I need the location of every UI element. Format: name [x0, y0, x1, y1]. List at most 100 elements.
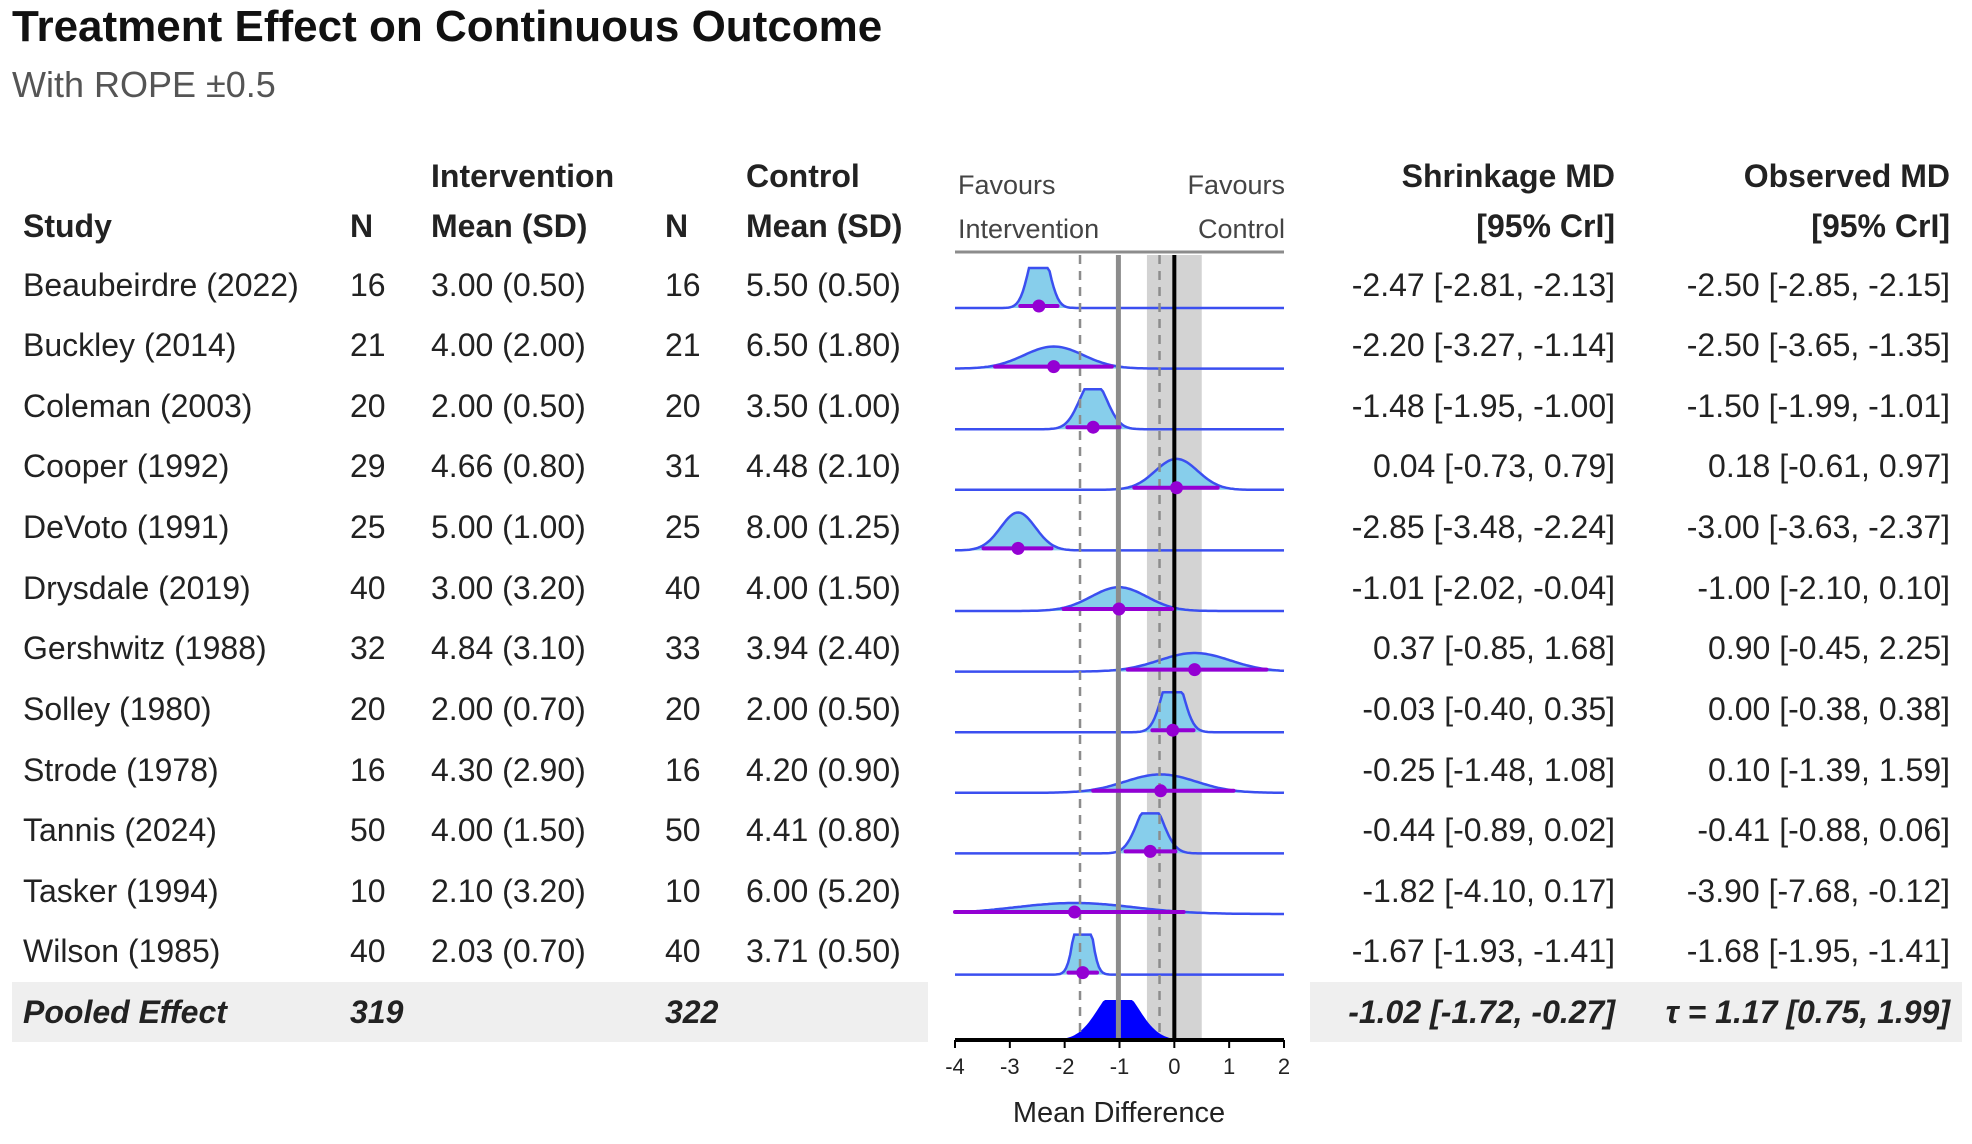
- n-control: 40: [665, 933, 701, 969]
- shrinkage-md: -0.44 [-0.89, 0.02]: [1362, 812, 1615, 848]
- shrinkage-md: 0.04 [-0.73, 0.79]: [1373, 448, 1615, 484]
- study-name: Buckley (2014): [23, 327, 237, 363]
- shrinkage-md: -0.25 [-1.48, 1.08]: [1362, 752, 1615, 788]
- n-intervention: 32: [350, 630, 386, 666]
- n-intervention: 10: [350, 873, 386, 909]
- n-control: 40: [665, 570, 701, 606]
- n-control: 50: [665, 812, 701, 848]
- observed-md: -2.50 [-2.85, -2.15]: [1686, 267, 1950, 303]
- study-name: Coleman (2003): [23, 388, 253, 424]
- pooled-band-right: [1310, 982, 1962, 1042]
- control-mean-sd: 4.20 (0.90): [746, 752, 901, 788]
- n-intervention: 40: [350, 570, 386, 606]
- observed-md: -0.41 [-0.88, 0.06]: [1697, 812, 1950, 848]
- study-point-estimate: [1032, 299, 1046, 313]
- shrinkage-md: -0.03 [-0.40, 0.35]: [1362, 691, 1615, 727]
- pooled-label: Pooled Effect: [23, 994, 227, 1030]
- control-mean-sd: 3.94 (2.40): [746, 630, 901, 666]
- header-observed-ci: [95% CrI]: [1811, 208, 1950, 244]
- study-point-estimate: [1068, 905, 1082, 919]
- n-intervention: 16: [350, 267, 386, 303]
- n-control: 16: [665, 752, 701, 788]
- n-intervention: 16: [350, 752, 386, 788]
- n-intervention: 50: [350, 812, 386, 848]
- intervention-mean-sd: 2.00 (0.70): [431, 691, 586, 727]
- x-axis-tick-label: -3: [1000, 1054, 1020, 1079]
- pooled-tau: τ = 1.17 [0.75, 1.99]: [1665, 994, 1950, 1030]
- observed-md: -2.50 [-3.65, -1.35]: [1686, 327, 1950, 363]
- control-mean-sd: 2.00 (0.50): [746, 691, 901, 727]
- x-axis-tick-label: 1: [1223, 1054, 1235, 1079]
- shrinkage-md: -1.48 [-1.95, -1.00]: [1351, 388, 1615, 424]
- header-intervention: Intervention: [431, 158, 615, 194]
- favours-control-label-2: Control: [1197, 214, 1285, 244]
- pooled-band-left: [12, 982, 928, 1042]
- observed-md: 0.10 [-1.39, 1.59]: [1708, 752, 1950, 788]
- control-mean-sd: 6.50 (1.80): [746, 327, 901, 363]
- x-axis-tick-label: -1: [1110, 1054, 1130, 1079]
- study-name: Strode (1978): [23, 752, 219, 788]
- shrinkage-md: -1.82 [-4.10, 0.17]: [1362, 873, 1615, 909]
- study-name: Cooper (1992): [23, 448, 230, 484]
- n-intervention: 21: [350, 327, 386, 363]
- observed-md: 0.00 [-0.38, 0.38]: [1708, 691, 1950, 727]
- x-axis-tick-label: 2: [1278, 1054, 1290, 1079]
- shrinkage-md: -2.47 [-2.81, -2.13]: [1351, 267, 1615, 303]
- control-mean-sd: 3.71 (0.50): [746, 933, 901, 969]
- chart-subtitle: With ROPE ±0.5: [12, 64, 276, 105]
- chart-title: Treatment Effect on Continuous Outcome: [12, 2, 883, 51]
- x-axis-tick-label: -4: [945, 1054, 965, 1079]
- favours-intervention-label-1: Favours: [958, 170, 1056, 200]
- control-mean-sd: 3.50 (1.00): [746, 388, 901, 424]
- study-point-estimate: [1047, 360, 1061, 374]
- study-density-fill: [955, 346, 1284, 369]
- shrinkage-md: 0.37 [-0.85, 1.68]: [1373, 630, 1615, 666]
- study-point-estimate: [1166, 723, 1180, 737]
- study-density-fill: [955, 512, 1284, 551]
- n-control: 21: [665, 327, 701, 363]
- n-control: 20: [665, 691, 701, 727]
- study-point-estimate: [1188, 663, 1202, 677]
- intervention-mean-sd: 4.66 (0.80): [431, 448, 586, 484]
- study-name: Tasker (1994): [23, 873, 219, 909]
- x-axis-tick-label: 0: [1168, 1054, 1180, 1079]
- favours-control-label-1: Favours: [1187, 170, 1285, 200]
- control-mean-sd: 4.00 (1.50): [746, 570, 901, 606]
- control-mean-sd: 6.00 (5.20): [746, 873, 901, 909]
- study-name: Wilson (1985): [23, 933, 221, 969]
- x-axis-tick-label: -2: [1055, 1054, 1075, 1079]
- study-point-estimate: [1076, 966, 1090, 980]
- n-control: 25: [665, 509, 701, 545]
- control-mean-sd: 5.50 (0.50): [746, 267, 901, 303]
- study-name: Tannis (2024): [23, 812, 217, 848]
- observed-md: -1.68 [-1.95, -1.41]: [1686, 933, 1950, 969]
- intervention-mean-sd: 4.84 (3.10): [431, 630, 586, 666]
- observed-md: 0.18 [-0.61, 0.97]: [1708, 448, 1950, 484]
- intervention-mean-sd: 2.00 (0.50): [431, 388, 586, 424]
- n-control: 16: [665, 267, 701, 303]
- study-name: DeVoto (1991): [23, 509, 230, 545]
- observed-md: -1.50 [-1.99, -1.01]: [1686, 388, 1950, 424]
- intervention-mean-sd: 4.00 (1.50): [431, 812, 586, 848]
- shrinkage-md: -2.85 [-3.48, -2.24]: [1351, 509, 1615, 545]
- header-study: Study: [23, 208, 112, 244]
- control-mean-sd: 4.48 (2.10): [746, 448, 901, 484]
- n-intervention: 20: [350, 691, 386, 727]
- n-intervention: 29: [350, 448, 386, 484]
- x-axis-label: Mean Difference: [1013, 1097, 1225, 1129]
- n-intervention: 40: [350, 933, 386, 969]
- study-intervals: [953, 299, 1269, 980]
- n-control: 20: [665, 388, 701, 424]
- header-control-mean: Mean (SD): [746, 208, 903, 244]
- intervention-mean-sd: 2.03 (0.70): [431, 933, 586, 969]
- study-name: Solley (1980): [23, 691, 212, 727]
- study-name: Beaubeirdre (2022): [23, 267, 299, 303]
- intervention-mean-sd: 4.00 (2.00): [431, 327, 586, 363]
- n-intervention: 20: [350, 388, 386, 424]
- observed-md: -1.00 [-2.10, 0.10]: [1697, 570, 1950, 606]
- n-control: 31: [665, 448, 701, 484]
- intervention-mean-sd: 3.00 (0.50): [431, 267, 586, 303]
- n-intervention: 25: [350, 509, 386, 545]
- n-control: 33: [665, 630, 701, 666]
- intervention-mean-sd: 4.30 (2.90): [431, 752, 586, 788]
